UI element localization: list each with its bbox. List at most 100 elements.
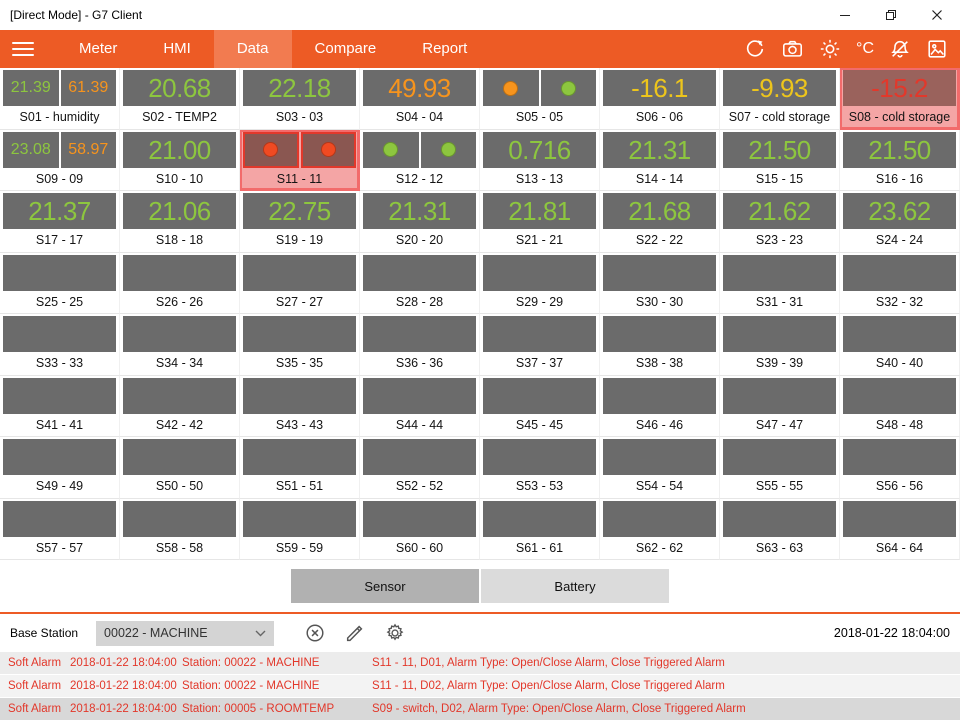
cancel-icon[interactable] <box>304 622 326 644</box>
image-icon[interactable] <box>926 38 948 60</box>
sensor-tile[interactable]: S11 - 11 <box>240 129 360 191</box>
tab-hmi[interactable]: HMI <box>163 40 191 57</box>
tile-value-area <box>123 316 236 352</box>
sensor-tile[interactable]: 21.06 S18 - 18 <box>120 191 240 253</box>
sensor-tile[interactable]: 49.93 S04 - 04 <box>360 68 480 130</box>
tile-label: S45 - 45 <box>515 417 564 432</box>
sensor-tile[interactable]: S25 - 25 <box>0 252 120 314</box>
sensor-tile[interactable]: 21.00 S10 - 10 <box>120 129 240 191</box>
tab-data[interactable]: Data <box>213 30 292 68</box>
sensor-tile[interactable]: 21.50 S15 - 15 <box>720 129 840 191</box>
sensor-tile[interactable]: S05 - 05 <box>480 68 600 130</box>
sensor-tile[interactable]: S35 - 35 <box>240 314 360 376</box>
alarm-row[interactable]: Soft Alarm 2018-01-22 18:04:00 Station: 00… <box>0 675 960 697</box>
alarm-bell-icon[interactable] <box>889 38 911 60</box>
tile-value-area <box>243 131 299 168</box>
sensor-tile[interactable]: 21.50 S16 - 16 <box>840 129 960 191</box>
sensor-view-button[interactable]: Sensor <box>291 569 479 603</box>
sensor-tile[interactable]: 21.81 S21 - 21 <box>480 191 600 253</box>
tile-value: -16.1 <box>631 73 688 103</box>
sensor-tile[interactable]: S57 - 57 <box>0 498 120 560</box>
sensor-tile[interactable]: 21.37 S17 - 17 <box>0 191 120 253</box>
sensor-tile[interactable]: S12 - 12 <box>360 129 480 191</box>
sensor-tile[interactable]: 0.716 S13 - 13 <box>480 129 600 191</box>
minimize-button[interactable] <box>822 0 868 30</box>
alarm-row[interactable]: Soft Alarm 2018-01-22 18:04:00 Station: 00… <box>0 652 960 674</box>
sensor-tile[interactable]: S53 - 53 <box>480 437 600 499</box>
menu-icon[interactable] <box>0 42 48 56</box>
sync-icon[interactable] <box>744 38 766 60</box>
sensor-tile[interactable]: S55 - 55 <box>720 437 840 499</box>
sensor-tile[interactable]: 23.08 58.97 S09 - 09 <box>0 129 120 191</box>
sensor-tile[interactable]: S63 - 63 <box>720 498 840 560</box>
tile-value-area <box>123 500 236 537</box>
sensor-tile[interactable]: 20.68 S02 - TEMP2 <box>120 68 240 130</box>
sensor-tile[interactable]: S52 - 52 <box>360 437 480 499</box>
sensor-tile[interactable]: S62 - 62 <box>600 498 720 560</box>
sensor-tile[interactable]: S36 - 36 <box>360 314 480 376</box>
celsius-unit[interactable]: °C <box>856 40 874 57</box>
sensor-tile[interactable]: S38 - 38 <box>600 314 720 376</box>
sensor-tile[interactable]: 22.75 S19 - 19 <box>240 191 360 253</box>
sensor-tile[interactable]: 21.68 S22 - 22 <box>600 191 720 253</box>
edit-icon[interactable] <box>344 622 366 644</box>
sensor-tile[interactable]: S47 - 47 <box>720 375 840 437</box>
settings-icon[interactable] <box>384 622 406 644</box>
sensor-tile[interactable]: S37 - 37 <box>480 314 600 376</box>
sensor-tile[interactable]: 21.31 S20 - 20 <box>360 191 480 253</box>
sensor-tile[interactable]: S32 - 32 <box>840 252 960 314</box>
sensor-tile[interactable]: S60 - 60 <box>360 498 480 560</box>
sensor-tile[interactable]: S46 - 46 <box>600 375 720 437</box>
sensor-tile[interactable]: -9.93 S07 - cold storage <box>720 68 840 130</box>
tile-label: S30 - 30 <box>635 294 684 309</box>
sensor-tile[interactable]: S44 - 44 <box>360 375 480 437</box>
sensor-tile[interactable]: S64 - 64 <box>840 498 960 560</box>
sensor-tile[interactable]: S42 - 42 <box>120 375 240 437</box>
tab-report[interactable]: Report <box>422 40 468 57</box>
sensor-tile[interactable]: S27 - 27 <box>240 252 360 314</box>
sensor-tile[interactable]: S40 - 40 <box>840 314 960 376</box>
sensor-tile[interactable]: 23.62 S24 - 24 <box>840 191 960 253</box>
sensor-tile[interactable]: 21.39 61.39 S01 - humidity <box>0 68 120 130</box>
sensor-tile[interactable]: 22.18 S03 - 03 <box>240 68 360 130</box>
close-button[interactable] <box>914 0 960 30</box>
battery-view-button[interactable]: Battery <box>481 569 669 603</box>
sensor-tile[interactable]: S50 - 50 <box>120 437 240 499</box>
sensor-tile[interactable]: S49 - 49 <box>0 437 120 499</box>
sensor-tile[interactable]: S28 - 28 <box>360 252 480 314</box>
sensor-tile[interactable]: S34 - 34 <box>120 314 240 376</box>
sensor-tile[interactable]: S26 - 26 <box>120 252 240 314</box>
tab-compare[interactable]: Compare <box>314 40 377 57</box>
sensor-tile[interactable]: S43 - 43 <box>240 375 360 437</box>
sensor-tile[interactable]: S61 - 61 <box>480 498 600 560</box>
sensor-tile[interactable]: 21.62 S23 - 23 <box>720 191 840 253</box>
sensor-tile[interactable]: S54 - 54 <box>600 437 720 499</box>
sensor-tile[interactable]: S33 - 33 <box>0 314 120 376</box>
sensor-tile[interactable]: S31 - 31 <box>720 252 840 314</box>
tile-label: S02 - TEMP2 <box>142 110 217 125</box>
sensor-tile[interactable]: S30 - 30 <box>600 252 720 314</box>
alarm-row[interactable]: Soft Alarm 2018-01-22 18:04:00 Station: 00… <box>0 698 960 720</box>
sensor-tile[interactable]: -16.1 S06 - 06 <box>600 68 720 130</box>
base-station-dropdown[interactable]: 00022 - MACHINE <box>96 620 275 646</box>
tile-value-box <box>363 500 476 537</box>
sensor-tile[interactable]: S41 - 41 <box>0 375 120 437</box>
tile-value: 22.75 <box>268 196 331 226</box>
sensor-tile[interactable]: S29 - 29 <box>480 252 600 314</box>
tile-value-area <box>540 70 596 106</box>
tile-value-box: 21.50 <box>843 131 956 168</box>
sensor-tile[interactable]: S45 - 45 <box>480 375 600 437</box>
restore-button[interactable] <box>868 0 914 30</box>
brightness-icon[interactable] <box>819 38 841 60</box>
tab-meter[interactable]: Meter <box>79 40 118 57</box>
sensor-tile[interactable]: S48 - 48 <box>840 375 960 437</box>
camera-icon[interactable] <box>781 38 804 60</box>
sensor-tile[interactable]: S56 - 56 <box>840 437 960 499</box>
sensor-tile[interactable]: S58 - 58 <box>120 498 240 560</box>
sensor-tile[interactable]: S59 - 59 <box>240 498 360 560</box>
sensor-tile[interactable]: S39 - 39 <box>720 314 840 376</box>
sensor-tile[interactable]: -15.2 S08 - cold storage <box>840 68 960 130</box>
sensor-tile[interactable]: 21.31 S14 - 14 <box>600 129 720 191</box>
sensor-tile[interactable]: S51 - 51 <box>240 437 360 499</box>
view-toggle: Sensor Battery <box>0 560 960 612</box>
